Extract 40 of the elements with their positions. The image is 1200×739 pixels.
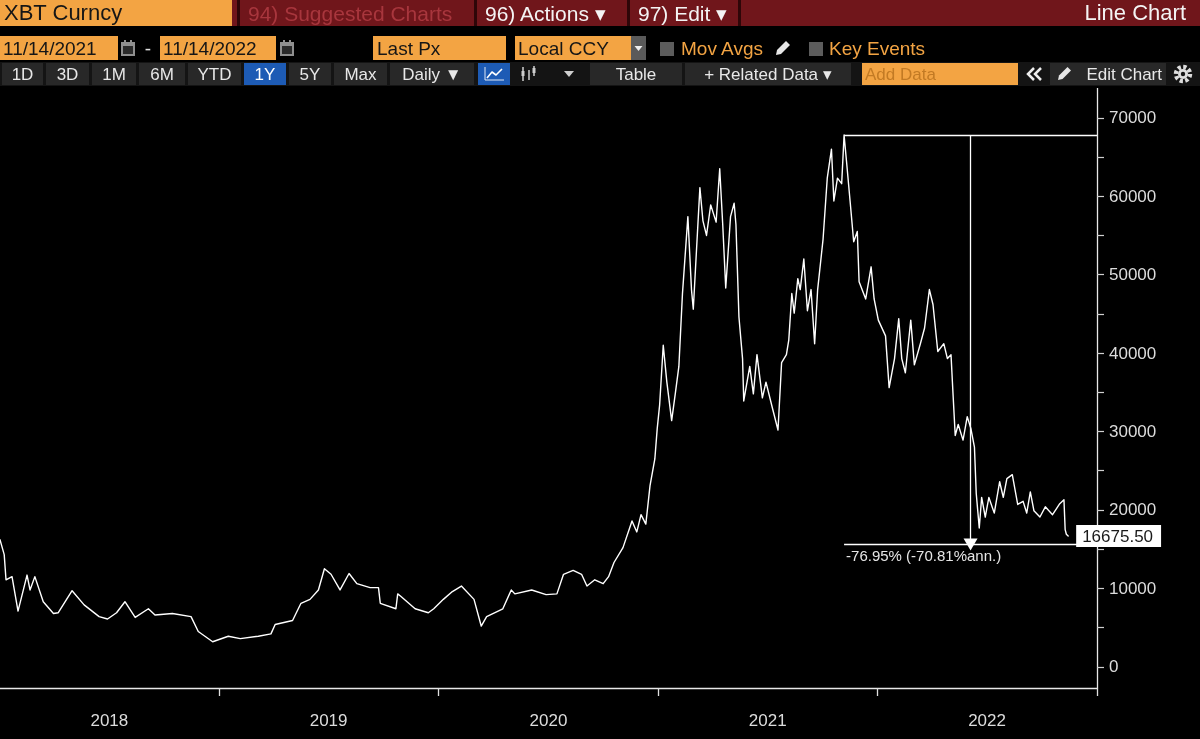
button: 5Y [289,63,331,85]
text: Mov Avgs [681,37,764,59]
text-field: Last Px [373,36,506,60]
button: + Related Data ▾ [685,63,851,85]
data-label: 16675.50 [1082,526,1154,546]
x-tick-label: 2018 [90,711,129,730]
y-tick-label: 30000 [1109,422,1157,442]
text: - [144,37,152,59]
button: 1M [92,63,136,85]
button: 1D [2,63,43,85]
y-tick-label: 20000 [1109,500,1157,520]
x-tick-label: 2021 [748,711,787,730]
text: Line Chart [1084,0,1186,25]
x-tick-label: 2019 [309,711,348,730]
ref-line-label: -76.95% (-70.81%ann.) [846,547,1002,565]
dropdown-field: Local CCY [515,36,631,60]
button: Max [334,63,387,85]
y-tick-label: 50000 [1109,265,1157,285]
x-tick-label: 2020 [529,711,568,730]
button: 1Y [244,63,286,85]
menu-tab: 94) Suggested Charts [237,0,474,26]
menu-tab: 97) Edit ▾ [627,0,738,26]
y-tick-label: 60000 [1109,186,1157,206]
y-tick-label: 40000 [1109,343,1157,363]
date-field: 11/14/2021 [0,36,118,60]
date-field: 11/14/2022 [160,36,276,60]
menu-tab: 96) Actions ▾ [474,0,627,26]
text: Key Events [829,37,926,59]
button: Daily ▼ [390,63,474,85]
button: 6M [139,63,185,85]
y-tick-label: 10000 [1109,578,1157,598]
x-tick-label: 2022 [968,711,1006,730]
button: YTD [188,63,241,85]
button: Edit Chart [1050,63,1166,85]
title-field: XBT Curncy [0,0,232,26]
chart-title: XBT Curncy [4,0,123,25]
button: 3D [46,63,89,85]
button: Table [590,63,682,85]
y-tick-label: 0 [1109,657,1119,677]
y-tick-label: 70000 [1109,108,1157,128]
